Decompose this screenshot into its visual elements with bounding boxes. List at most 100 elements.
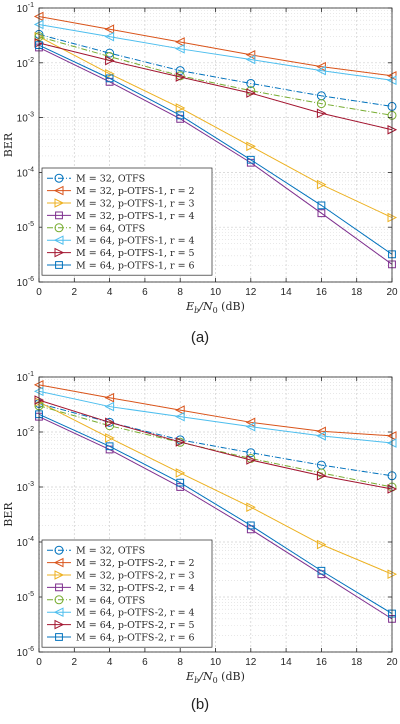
legend-marker — [54, 198, 65, 208]
series-line — [38, 47, 393, 265]
x-tick-label: 8 — [177, 657, 183, 668]
x-tick-label: 18 — [351, 657, 363, 668]
data-point — [175, 44, 185, 54]
legend-marker — [54, 223, 64, 233]
legend-item-8: M = 64, p-OTFS-2, r = 6 — [47, 633, 195, 644]
x-tick-label: 18 — [351, 287, 363, 298]
data-point — [316, 426, 326, 437]
x-tick-label: 0 — [36, 287, 42, 298]
series-line — [38, 390, 393, 444]
legend-item-7: M = 64, p-OTFS-2, r = 5 — [47, 619, 195, 631]
data-point — [175, 468, 186, 478]
ber-chart-b: 0 2 4 6 8 10 12 14 16 18 20 10-6 10-5 10-4 10-3 10-2 10-… — [2, 371, 398, 685]
series-line — [38, 44, 393, 255]
legend-label: M = 64, OTFS — [76, 595, 145, 606]
x-tick-label: 16 — [316, 287, 328, 298]
series-line — [38, 15, 393, 77]
data-point — [316, 470, 327, 481]
data-point — [175, 437, 186, 447]
legend-marker — [53, 607, 64, 618]
chart-a-grid — [38, 7, 393, 283]
legend-item-5: M = 64, OTFS — [47, 595, 145, 606]
legend-label: M = 32, OTFS — [76, 546, 145, 557]
figure-panel-b: 0 2 4 6 8 10 12 14 16 18 20 10-6 10-5 10-4 10-3 10-2 10-… — [0, 362, 400, 724]
data-point — [246, 448, 256, 458]
data-point — [105, 442, 114, 451]
legend-item-7: M = 64, p-OTFS-1, r = 5 — [47, 247, 195, 259]
data-point — [105, 68, 115, 79]
legend-marker — [53, 235, 64, 246]
data-point — [316, 179, 327, 190]
legend-item-3: M = 32, p-OTFS-2, r = 3 — [47, 570, 195, 582]
x-tick-label: 12 — [245, 287, 257, 298]
data-point — [246, 78, 256, 88]
legend-label: M = 64, p-OTFS-1, r = 5 — [76, 248, 195, 259]
y-tick-label: 10-2 — [17, 57, 34, 70]
data-point — [317, 209, 326, 218]
legend-label: M = 32, p-OTFS-1, r = 4 — [76, 211, 195, 222]
y-tick-label: 10-5 — [17, 591, 34, 604]
chart-b-x-axis-label: Eb/N0 (dB) — [185, 670, 245, 685]
y-tick-label: 10-1 — [17, 371, 34, 384]
legend-box — [41, 539, 213, 648]
data-point — [175, 72, 186, 82]
legend-label: M = 64, p-OTFS-2, r = 5 — [76, 620, 195, 631]
data-point — [176, 111, 185, 120]
data-point — [175, 411, 185, 422]
data-point — [246, 521, 255, 530]
data-point — [105, 445, 114, 454]
caption-a: (a) — [190, 329, 210, 346]
legend-label: M = 64, p-OTFS-1, r = 6 — [76, 261, 195, 272]
legend-marker — [55, 583, 63, 592]
legend-label: M = 32, p-OTFS-1, r = 3 — [76, 199, 195, 210]
data-point — [245, 49, 256, 60]
series-line — [38, 384, 393, 437]
data-point — [245, 421, 256, 432]
legend-label: M = 32, OTFS — [76, 174, 145, 185]
legend-marker — [53, 185, 64, 196]
chart-a-y-axis-label: BER — [2, 132, 15, 157]
data-point — [246, 88, 256, 98]
data-point — [316, 65, 326, 76]
legend-label: M = 64, p-OTFS-2, r = 4 — [76, 608, 195, 619]
data-point — [317, 201, 326, 210]
ber-chart-a: 0 2 4 6 8 10 12 14 16 18 20 10-6 10-5 10-4 10-3 10-2 10-… — [2, 2, 398, 315]
y-tick-label: 10-1 — [17, 2, 34, 15]
legend-marker — [55, 261, 63, 269]
legend-item-2: M = 32, p-OTFS-2, r = 2 — [47, 557, 195, 569]
series-8 — [35, 410, 396, 618]
data-point — [105, 433, 115, 443]
x-tick-label: 4 — [107, 287, 113, 298]
legend-label: M = 32, p-OTFS-1, r = 2 — [76, 186, 195, 197]
data-point — [104, 31, 115, 42]
legend-marker — [55, 633, 63, 641]
data-point — [105, 55, 115, 66]
data-point — [388, 260, 396, 269]
legend-item-3: M = 32, p-OTFS-1, r = 3 — [47, 198, 195, 210]
data-point — [176, 478, 185, 487]
data-point — [35, 410, 43, 419]
y-tick-label: 10-3 — [17, 112, 34, 125]
data-point — [104, 24, 115, 35]
data-point — [388, 250, 396, 259]
data-point — [388, 609, 396, 618]
legend-marker — [54, 619, 65, 630]
legend-label: M = 64, OTFS — [76, 223, 145, 234]
legend-marker — [54, 545, 64, 555]
y-tick-label: 10-6 — [17, 646, 34, 659]
legend-marker — [55, 211, 63, 220]
series-line — [38, 33, 393, 107]
series-7 — [34, 38, 398, 135]
series-line — [38, 405, 393, 488]
data-point — [105, 48, 115, 58]
x-tick-label: 8 — [177, 287, 183, 298]
data-point — [246, 502, 256, 512]
data-point — [175, 103, 186, 113]
data-point — [316, 539, 327, 550]
series-line — [38, 24, 393, 81]
x-tick-label: 2 — [72, 657, 78, 668]
series-line — [38, 42, 393, 131]
x-tick-label: 4 — [107, 657, 113, 668]
